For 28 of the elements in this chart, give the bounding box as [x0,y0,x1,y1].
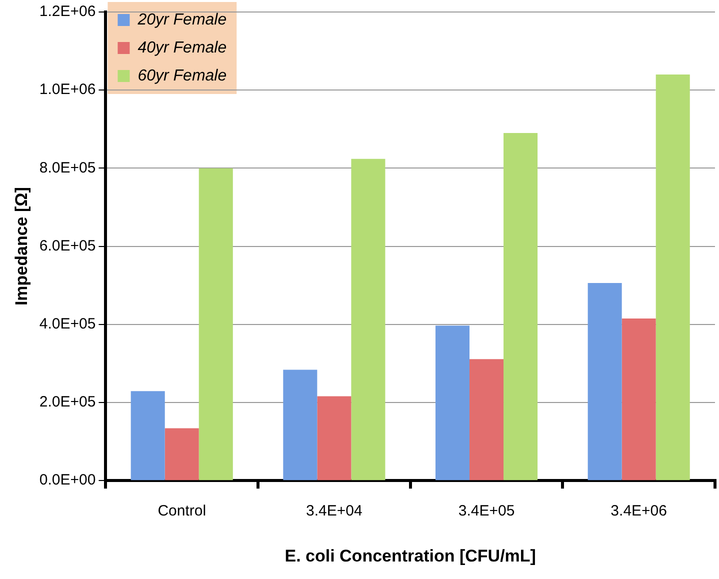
bar [130,391,165,480]
bar [504,133,538,480]
bar [588,283,622,480]
legend-label: 40yr Female [138,39,227,56]
bar [351,158,386,480]
bar [470,359,504,480]
bar [622,318,656,480]
y-tick-label: 1.0E+06 [39,81,96,98]
bar [656,74,690,480]
y-tick-label: 6.0E+05 [39,237,96,254]
bar [198,168,233,480]
y-tick-label: 8.0E+05 [39,159,96,176]
x-tick-label: 3.4E+04 [306,502,362,520]
y-axis-title: Impedance [Ω] [12,187,31,306]
y-tick-label: 0.0E+00 [39,472,96,489]
bar [317,396,352,480]
bar [164,428,199,480]
x-tick-label: Control [158,502,206,520]
x-tick-label: 3.4E+06 [610,502,667,520]
x-tick-label: 3.4E+05 [458,502,515,520]
y-tick-label: 4.0E+05 [39,316,96,333]
bar [435,326,470,480]
legend-label: 60yr Female [138,67,227,84]
y-tick-label: 1.2E+06 [39,3,96,20]
bar [283,370,318,480]
y-tick-label: 2.0E+05 [39,394,96,411]
x-axis-title: E. coli Concentration [CFU/mL] [284,546,536,566]
legend-label: 20yr Female [136,11,227,28]
